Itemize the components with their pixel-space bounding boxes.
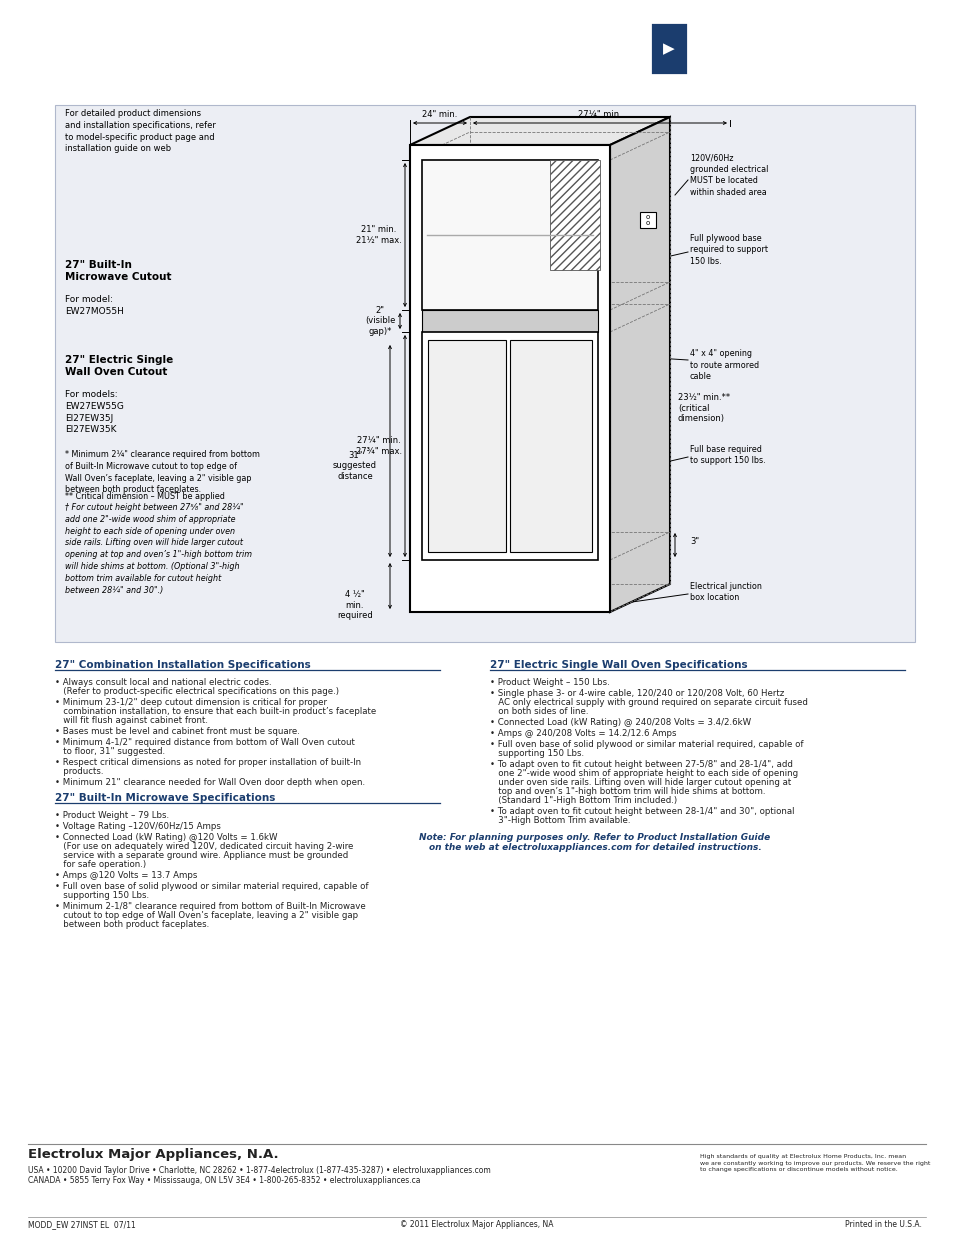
Text: • Minimum 23-1/2" deep cutout dimension is critical for proper: • Minimum 23-1/2" deep cutout dimension … [55,698,327,706]
Polygon shape [609,117,669,613]
Text: 27" Electric Single Wall Oven Specifications: 27" Electric Single Wall Oven Specificat… [490,659,747,671]
Text: service with a separate ground wire. Appliance must be grounded: service with a separate ground wire. App… [55,851,348,860]
Text: to floor, 31" suggested.: to floor, 31" suggested. [55,747,165,756]
Text: Electrical junction
box location: Electrical junction box location [689,582,761,603]
Text: one 2"-wide wood shim of appropriate height to each side of opening: one 2"-wide wood shim of appropriate hei… [490,769,798,778]
Text: • Bases must be level and cabinet front must be square.: • Bases must be level and cabinet front … [55,727,299,736]
Text: ** Critical dimension – MUST be applied: ** Critical dimension – MUST be applied [65,492,225,501]
Text: for safe operation.): for safe operation.) [55,860,146,869]
Text: Built-In Microwave/Single Wall Oven: Built-In Microwave/Single Wall Oven [28,51,465,70]
Text: • Respect critical dimensions as noted for proper installation of built-In: • Respect critical dimensions as noted f… [55,758,361,767]
Text: Full base required
to support 150 lbs.: Full base required to support 150 lbs. [689,445,765,466]
Text: under oven side rails. Lifting oven will hide larger cutout opening at: under oven side rails. Lifting oven will… [490,778,790,787]
Text: 21" min.
21½" max.: 21" min. 21½" max. [355,225,401,245]
Text: 27¼" min.: 27¼" min. [578,110,621,119]
Text: 2" min.: 2" min. [524,585,555,594]
Text: • Product Weight – 79 Lbs.: • Product Weight – 79 Lbs. [55,811,169,820]
Text: will fit flush against cabinet front.: will fit flush against cabinet front. [55,716,208,725]
Text: (For use on adequately wired 120V, dedicated circuit having 2-wire: (For use on adequately wired 120V, dedic… [55,842,353,851]
Text: (Refer to product-specific electrical specifications on this page.): (Refer to product-specific electrical sp… [55,687,338,697]
Text: • Connected Load (kW Rating) @ 240/208 Volts = 3.4/2.6kW: • Connected Load (kW Rating) @ 240/208 V… [490,718,750,727]
Text: USA • 10200 David Taylor Drive • Charlotte, NC 28262 • 1-877-4electrolux (1-877-: USA • 10200 David Taylor Drive • Charlot… [28,1166,490,1174]
Text: • Full oven base of solid plywood or similar material required, capable of: • Full oven base of solid plywood or sim… [490,740,802,748]
Text: • Amps @120 Volts = 13.7 Amps: • Amps @120 Volts = 13.7 Amps [55,871,197,881]
Text: High standards of quality at Electrolux Home Products, Inc. mean
we are constant: High standards of quality at Electrolux … [700,1153,929,1172]
Polygon shape [421,332,598,559]
Text: • Voltage Rating –120V/60Hz/15 Amps: • Voltage Rating –120V/60Hz/15 Amps [55,823,221,831]
Text: ▶: ▶ [662,41,674,56]
Polygon shape [428,340,505,552]
Text: MODD_EW 27INST EL  07/11: MODD_EW 27INST EL 07/11 [28,1220,135,1229]
Polygon shape [410,144,609,613]
Text: on the web at electroluxappliances.com for detailed instructions.: on the web at electroluxappliances.com f… [428,844,760,852]
Text: AC only electrical supply with ground required on separate circuit fused: AC only electrical supply with ground re… [490,698,807,706]
Text: 2"-wide
wood spacers
(if needed)†: 2"-wide wood spacers (if needed)† [480,377,538,406]
Text: * Minimum 2¼" clearance required from bottom
of Built-In Microwave cutout to top: * Minimum 2¼" clearance required from bo… [65,450,260,494]
Text: 23½" min.**
(critical
dimension): 23½" min.** (critical dimension) [678,393,729,422]
Text: • Minimum 21" clearance needed for Wall Oven door depth when open.: • Minimum 21" clearance needed for Wall … [55,778,365,787]
Text: products.: products. [55,767,103,776]
Text: • Minimum 2-1/8" clearance required from bottom of Built-In Microwave: • Minimum 2-1/8" clearance required from… [55,902,365,911]
FancyBboxPatch shape [55,105,914,642]
Text: on both sides of line.: on both sides of line. [490,706,588,716]
Text: 120V/60Hz
grounded electrical
MUST be located
within shaded area: 120V/60Hz grounded electrical MUST be lo… [689,153,767,196]
Text: 27" Combination Installation –: 27" Combination Installation – [28,28,392,49]
Polygon shape [410,117,669,144]
Text: Printed in the U.S.A.: Printed in the U.S.A. [844,1220,921,1229]
Text: Note: For planning purposes only. Refer to Product Installation Guide: Note: For planning purposes only. Refer … [419,832,770,842]
Text: 4" x 4" opening
to route armored
cable: 4" x 4" opening to route armored cable [689,350,759,380]
Text: • Single phase 3- or 4-wire cable, 120/240 or 120/208 Volt, 60 Hertz: • Single phase 3- or 4-wire cable, 120/2… [490,689,783,698]
Text: For models:
EW27EW55G
EI27EW35J
EI27EW35K: For models: EW27EW55G EI27EW35J EI27EW35… [65,390,124,435]
Text: 27" Combination Installation Specifications: 27" Combination Installation Specificati… [55,659,311,671]
Text: between both product faceplates.: between both product faceplates. [55,920,209,929]
Text: supporting 150 Lbs.: supporting 150 Lbs. [55,890,149,900]
Text: • Full oven base of solid plywood or similar material required, capable of: • Full oven base of solid plywood or sim… [55,882,368,890]
Text: For model:
EW27MO55H: For model: EW27MO55H [65,295,124,316]
Text: † For cutout height between 27⁵⁄₈" and 28¼"
add one 2"-wide wood shim of appropr: † For cutout height between 27⁵⁄₈" and 2… [65,503,252,594]
Text: (Standard 1"-High Bottom Trim included.): (Standard 1"-High Bottom Trim included.) [490,797,677,805]
Text: 4 ½"
min.
required: 4 ½" min. required [336,590,373,620]
FancyBboxPatch shape [649,22,687,75]
Text: 27" Built-In
Microwave Cutout: 27" Built-In Microwave Cutout [65,261,172,283]
Text: 25⅛" min.
25⅛" max.: 25⅛" min. 25⅛" max. [487,214,533,233]
Polygon shape [510,340,592,552]
Text: 27¼" min.
27¾" max.: 27¼" min. 27¾" max. [355,436,401,456]
Text: © 2011 Electrolux Major Appliances, NA: © 2011 Electrolux Major Appliances, NA [400,1220,553,1229]
Text: Full plywood base
required to support
150 lbs.: Full plywood base required to support 15… [689,235,767,266]
Text: 24" min.: 24" min. [422,110,457,119]
Text: CANADA • 5855 Terry Fox Way • Mississauga, ON L5V 3E4 • 1-800-265-8352 • electro: CANADA • 5855 Terry Fox Way • Mississaug… [28,1176,420,1186]
Text: o: o [645,220,649,226]
Text: 31"
suggested
distance: 31" suggested distance [333,451,376,480]
Text: • Connected Load (kW Rating) @120 Volts = 1.6kW: • Connected Load (kW Rating) @120 Volts … [55,832,277,842]
Text: 24⁷⁄₈" min.
25¼" max.: 24⁷⁄₈" min. 25¼" max. [486,394,533,412]
Text: • Product Weight – 150 Lbs.: • Product Weight – 150 Lbs. [490,678,609,687]
Text: • Amps @ 240/208 Volts = 14.2/12.6 Amps: • Amps @ 240/208 Volts = 14.2/12.6 Amps [490,729,676,739]
Text: Electrolux: Electrolux [696,35,867,63]
Text: combination installation, to ensure that each built-in product’s faceplate: combination installation, to ensure that… [55,706,375,716]
Text: supporting 150 Lbs.: supporting 150 Lbs. [490,748,583,758]
Text: • To adapt oven to fit cutout height between 28-1/4" and 30", optional: • To adapt oven to fit cutout height bet… [490,806,794,816]
Text: 27" Built-In Microwave Specifications: 27" Built-In Microwave Specifications [55,793,275,803]
Polygon shape [550,161,599,270]
Text: • To adapt oven to fit cutout height between 27-5/8" and 28-1/4", add: • To adapt oven to fit cutout height bet… [490,760,792,769]
Bar [639,212,656,228]
Text: 2"
(visible
gap)*: 2" (visible gap)* [364,306,395,336]
Text: • Always consult local and national electric codes.: • Always consult local and national elec… [55,678,272,687]
Text: For detailed product dimensions
and installation specifications, refer
to model-: For detailed product dimensions and inst… [65,109,215,153]
Text: Electrolux Major Appliances, N.A.: Electrolux Major Appliances, N.A. [28,1149,278,1161]
Text: o: o [645,214,649,220]
Text: • Minimum 4-1/2" required distance from bottom of Wall Oven cutout: • Minimum 4-1/2" required distance from … [55,739,355,747]
Polygon shape [421,310,598,332]
Text: cutout to top edge of Wall Oven’s faceplate, leaving a 2" visible gap: cutout to top edge of Wall Oven’s facepl… [55,911,357,920]
Text: 27" Electric Single
Wall Oven Cutout: 27" Electric Single Wall Oven Cutout [65,354,173,378]
Polygon shape [421,161,598,310]
Text: 3"-High Bottom Trim available.: 3"-High Bottom Trim available. [490,816,630,825]
Text: top and oven’s 1"-high bottom trim will hide shims at bottom.: top and oven’s 1"-high bottom trim will … [490,787,764,797]
Text: 3": 3" [689,537,699,547]
